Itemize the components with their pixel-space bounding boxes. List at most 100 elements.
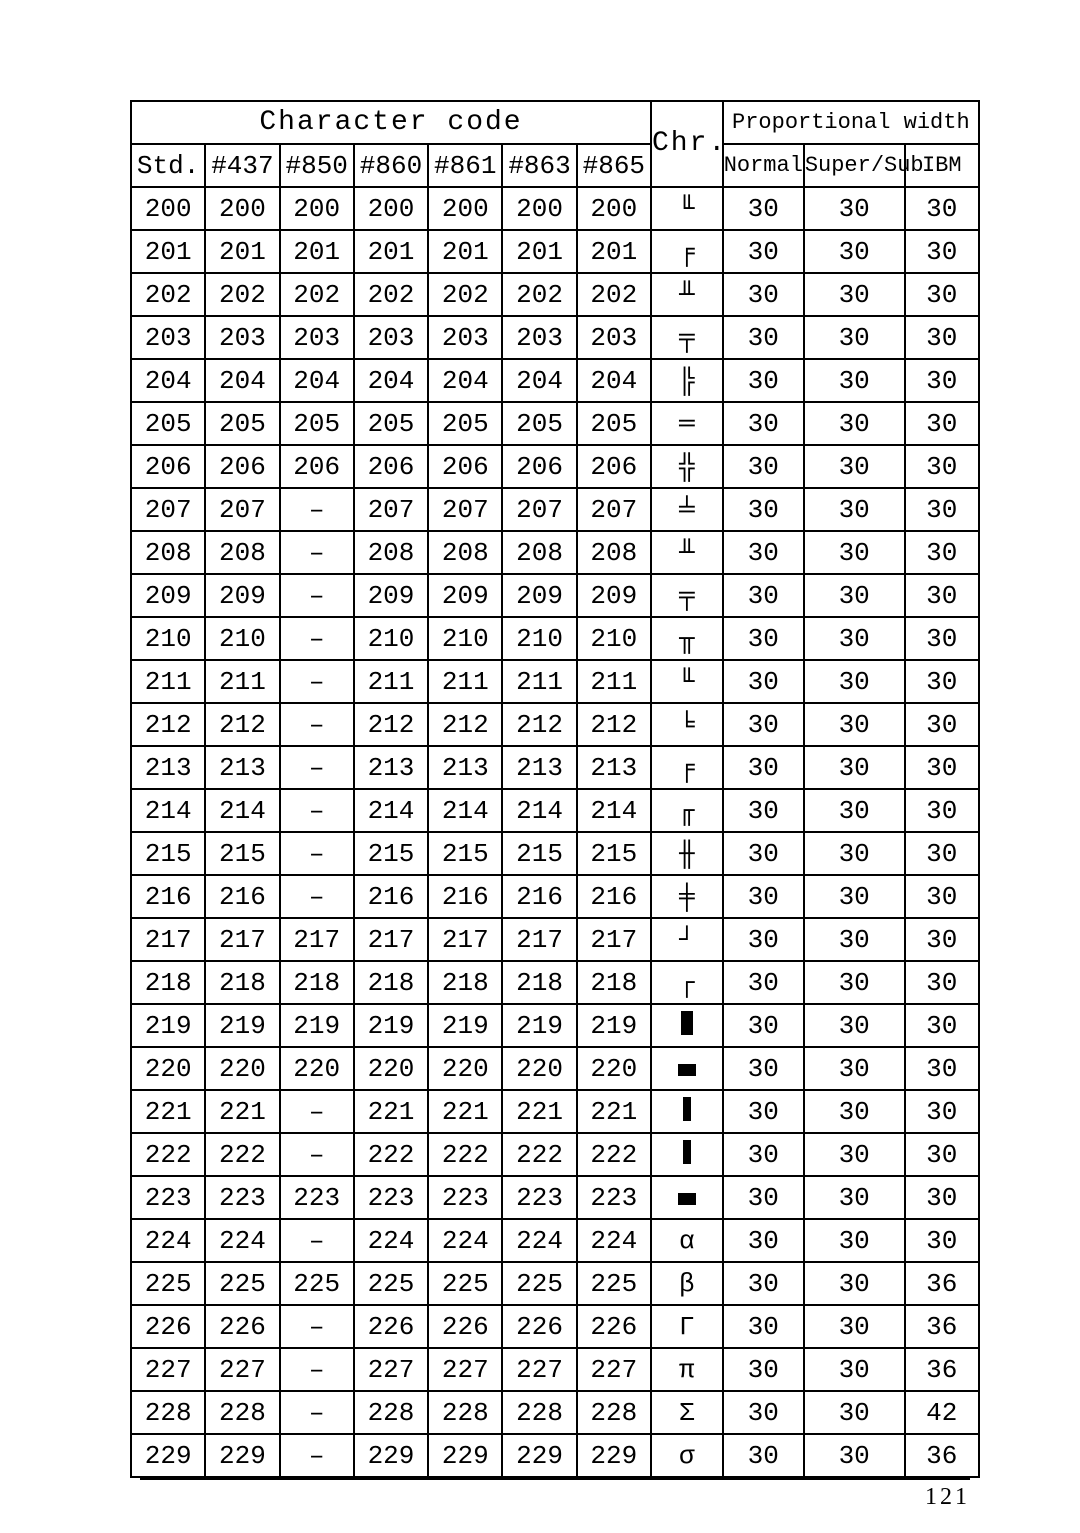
code-cell: 207 <box>354 488 428 531</box>
code-cell: 216 <box>428 875 502 918</box>
pw-cell: 30 <box>905 1133 979 1176</box>
code-cell: 203 <box>354 316 428 359</box>
code-cell: 211 <box>354 660 428 703</box>
pw-cell: 36 <box>905 1434 979 1477</box>
code-cell: 222 <box>577 1133 651 1176</box>
code-cell: 226 <box>502 1305 576 1348</box>
code-cell: 203 <box>577 316 651 359</box>
pw-cell: 30 <box>804 1305 905 1348</box>
code-cell: 214 <box>131 789 205 832</box>
code-cell: 208 <box>428 531 502 574</box>
code-cell: 220 <box>577 1047 651 1090</box>
code-cell: 206 <box>354 445 428 488</box>
code-cell: 215 <box>428 832 502 875</box>
table-body: 200200200200200200200╙303030201201201201… <box>131 187 979 1477</box>
pw-cell: 30 <box>723 703 804 746</box>
code-cell: 226 <box>354 1305 428 1348</box>
code-cell: 224 <box>577 1219 651 1262</box>
code-cell: 204 <box>205 359 279 402</box>
pw-cell: 30 <box>723 1434 804 1477</box>
chr-cell: ╨ <box>651 273 723 316</box>
code-cell: 220 <box>205 1047 279 1090</box>
pw-cell: 30 <box>804 1348 905 1391</box>
code-cell: 221 <box>577 1090 651 1133</box>
code-cell: 218 <box>428 961 502 1004</box>
code-cell: – <box>280 703 354 746</box>
code-cell: 202 <box>131 273 205 316</box>
code-cell: 200 <box>502 187 576 230</box>
code-cell: 222 <box>205 1133 279 1176</box>
code-cell: 219 <box>354 1004 428 1047</box>
code-cell: 201 <box>354 230 428 273</box>
code-cell: 203 <box>205 316 279 359</box>
code-cell: 203 <box>502 316 576 359</box>
chr-cell: ╤ <box>651 574 723 617</box>
code-cell: 228 <box>577 1391 651 1434</box>
pw-cell: 30 <box>905 703 979 746</box>
code-cell: 217 <box>205 918 279 961</box>
pw-cell: 30 <box>804 359 905 402</box>
pw-cell: 30 <box>905 617 979 660</box>
chr-cell: ╒ <box>651 746 723 789</box>
code-cell: – <box>280 1219 354 1262</box>
col-861: #861 <box>428 144 502 187</box>
chr-cell: ╧ <box>651 488 723 531</box>
chr-cell: ┌ <box>651 961 723 1004</box>
code-cell: 206 <box>577 445 651 488</box>
code-cell: 213 <box>205 746 279 789</box>
code-cell: 202 <box>577 273 651 316</box>
code-cell: 213 <box>428 746 502 789</box>
pw-cell: 30 <box>723 789 804 832</box>
table-row: 229229–229229229229σ303036 <box>131 1434 979 1477</box>
pw-cell: 30 <box>905 1047 979 1090</box>
code-cell: 216 <box>502 875 576 918</box>
chr-cell: ╙ <box>651 660 723 703</box>
pw-cell: 30 <box>723 574 804 617</box>
code-cell: 207 <box>577 488 651 531</box>
pw-cell: 30 <box>804 703 905 746</box>
pw-cell: 30 <box>723 617 804 660</box>
code-cell: 214 <box>502 789 576 832</box>
chr-cell: ╪ <box>651 875 723 918</box>
code-cell: 202 <box>205 273 279 316</box>
table-row: 226226–226226226226Γ303036 <box>131 1305 979 1348</box>
code-cell: 222 <box>428 1133 502 1176</box>
pw-cell: 30 <box>723 1348 804 1391</box>
code-cell: 217 <box>577 918 651 961</box>
chr-cell <box>651 1047 723 1090</box>
code-cell: 207 <box>131 488 205 531</box>
code-cell: 220 <box>131 1047 205 1090</box>
pw-cell: 30 <box>723 402 804 445</box>
chr-cell: ╫ <box>651 832 723 875</box>
table-row: 211211–211211211211╙303030 <box>131 660 979 703</box>
code-cell: 200 <box>354 187 428 230</box>
code-cell: 221 <box>428 1090 502 1133</box>
chr-cell: β <box>651 1262 723 1305</box>
chr-cell: σ <box>651 1434 723 1477</box>
pw-cell: 30 <box>723 316 804 359</box>
code-cell: 215 <box>502 832 576 875</box>
code-cell: 227 <box>577 1348 651 1391</box>
code-cell: 219 <box>205 1004 279 1047</box>
code-cell: 228 <box>354 1391 428 1434</box>
table-row: 216216–216216216216╪303030 <box>131 875 979 918</box>
code-cell: – <box>280 1090 354 1133</box>
code-cell: 200 <box>577 187 651 230</box>
code-cell: 221 <box>131 1090 205 1133</box>
page-number: 121 <box>140 1478 970 1511</box>
pw-cell: 30 <box>723 1090 804 1133</box>
pw-cell: 30 <box>723 445 804 488</box>
pw-cell: 30 <box>804 402 905 445</box>
code-cell: 224 <box>205 1219 279 1262</box>
code-cell: 220 <box>502 1047 576 1090</box>
table-row: 215215–215215215215╫303030 <box>131 832 979 875</box>
code-cell: 208 <box>205 531 279 574</box>
code-cell: 203 <box>428 316 502 359</box>
code-cell: 211 <box>502 660 576 703</box>
chr-cell: ╥ <box>651 617 723 660</box>
pw-cell: 30 <box>804 1090 905 1133</box>
code-cell: 223 <box>577 1176 651 1219</box>
code-cell: – <box>280 1391 354 1434</box>
pw-cell: 30 <box>723 1133 804 1176</box>
code-cell: 225 <box>354 1262 428 1305</box>
